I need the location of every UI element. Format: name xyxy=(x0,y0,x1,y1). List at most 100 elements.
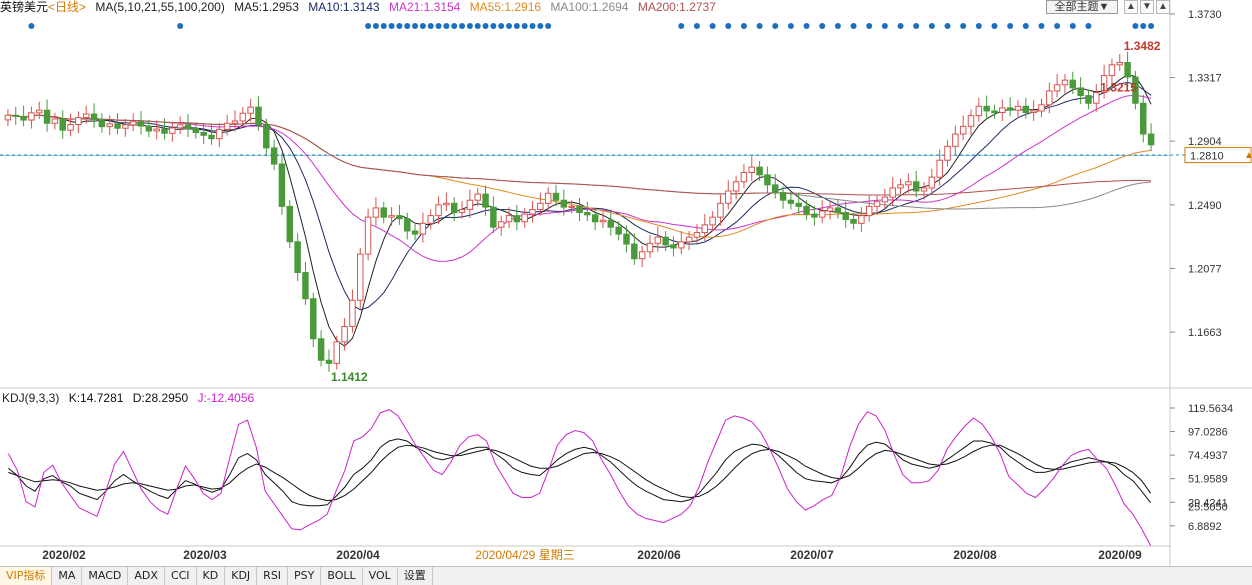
candle-down[interactable] xyxy=(411,230,419,235)
candle-down[interactable] xyxy=(317,338,325,361)
candle-down[interactable] xyxy=(764,174,771,186)
candle-down[interactable] xyxy=(482,193,489,208)
candle-up[interactable] xyxy=(826,207,834,212)
candle-up[interactable] xyxy=(106,123,113,128)
candle-down[interactable] xyxy=(983,105,990,112)
candle-up[interactable] xyxy=(231,120,239,124)
candle-up[interactable] xyxy=(685,236,693,243)
candle-down[interactable] xyxy=(787,199,795,204)
candle-up[interactable] xyxy=(466,199,474,210)
candle-down[interactable] xyxy=(184,124,192,130)
candle-up[interactable] xyxy=(474,193,481,201)
candle-up[interactable] xyxy=(693,232,701,238)
candle-down[interactable] xyxy=(615,226,622,235)
candle-up[interactable] xyxy=(654,236,662,244)
candle-down[interactable] xyxy=(756,166,763,176)
candle-up[interactable] xyxy=(709,216,716,226)
candle-up[interactable] xyxy=(216,128,223,140)
candle-up[interactable] xyxy=(873,201,881,207)
candle-up[interactable] xyxy=(936,159,943,178)
tab-kdj[interactable]: KDJ xyxy=(225,567,258,585)
candle-up[interactable] xyxy=(75,116,82,126)
candle-down[interactable] xyxy=(623,233,630,245)
tab-kd[interactable]: KD xyxy=(197,567,226,585)
candle-down[interactable] xyxy=(795,202,802,207)
candle-down[interactable] xyxy=(404,218,411,232)
candle-up[interactable] xyxy=(443,202,450,206)
candle-down[interactable] xyxy=(834,207,842,214)
candle-down[interactable] xyxy=(114,123,121,129)
candle-down[interactable] xyxy=(607,219,615,228)
candle-up[interactable] xyxy=(372,207,380,218)
scroll-up-icon[interactable]: ▲ xyxy=(1124,0,1138,14)
candle-up[interactable] xyxy=(748,166,755,174)
candle-up[interactable] xyxy=(427,215,434,224)
candle-down[interactable] xyxy=(200,132,207,136)
candle-down[interactable] xyxy=(772,184,779,194)
candle-down[interactable] xyxy=(208,134,215,140)
candle-up[interactable] xyxy=(4,114,12,121)
candle-up[interactable] xyxy=(599,219,607,223)
tab-settings[interactable]: 设置 xyxy=(398,567,433,585)
tab-ma[interactable]: MA xyxy=(52,567,83,585)
candle-up[interactable] xyxy=(740,172,748,183)
candle-up[interactable] xyxy=(732,181,740,192)
candle-down[interactable] xyxy=(20,115,27,121)
candle-up[interactable] xyxy=(889,187,896,198)
candle-down[interactable] xyxy=(1069,79,1077,89)
candle-up[interactable] xyxy=(51,118,59,124)
candle-up[interactable] xyxy=(28,112,35,121)
tab-macd[interactable]: MACD xyxy=(82,567,129,585)
candle-up[interactable] xyxy=(568,205,575,208)
theme-dropdown-button[interactable]: 全部主题▼ xyxy=(1046,0,1118,14)
candle-down[interactable] xyxy=(1140,102,1147,135)
candle-up[interactable] xyxy=(529,208,536,215)
candle-up[interactable] xyxy=(818,210,826,218)
candle-up[interactable] xyxy=(349,299,356,327)
scroll-down-icon[interactable]: ▼ xyxy=(1140,0,1154,14)
candle-down[interactable] xyxy=(490,206,497,228)
candle-up[interactable] xyxy=(952,133,959,147)
candle-down[interactable] xyxy=(560,199,568,208)
candle-down[interactable] xyxy=(1022,105,1030,114)
candle-up[interactable] xyxy=(928,176,936,189)
candle-down[interactable] xyxy=(90,113,98,120)
candle-down[interactable] xyxy=(670,244,677,249)
candle-up[interactable] xyxy=(169,127,176,134)
candle-down[interactable] xyxy=(912,181,920,192)
tab-rsi[interactable]: RSI xyxy=(257,567,289,585)
candle-down[interactable] xyxy=(137,121,145,127)
candle-up[interactable] xyxy=(646,242,654,253)
candle-up[interactable] xyxy=(223,122,231,130)
candle-down[interactable] xyxy=(850,218,857,224)
candle-up[interactable] xyxy=(122,124,129,129)
candle-down[interactable] xyxy=(991,110,998,114)
candle-up[interactable] xyxy=(1100,75,1108,93)
candle-down[interactable] xyxy=(842,212,849,220)
candle-up[interactable] xyxy=(1116,61,1124,66)
candle-up[interactable] xyxy=(905,181,912,186)
tab-adx[interactable]: ADX xyxy=(128,567,165,585)
candle-down[interactable] xyxy=(12,114,19,117)
candle-down[interactable] xyxy=(576,205,583,214)
candle-up[interactable] xyxy=(1108,64,1116,77)
candle-down[interactable] xyxy=(278,163,286,207)
candle-up[interactable] xyxy=(1061,79,1069,86)
tab-cci[interactable]: CCI xyxy=(165,567,197,585)
candle-down[interactable] xyxy=(779,192,787,201)
candle-up[interactable] xyxy=(419,222,427,235)
candle-down[interactable] xyxy=(263,124,270,149)
candle-up[interactable] xyxy=(176,124,184,129)
candle-up[interactable] xyxy=(920,187,928,192)
candle-up[interactable] xyxy=(435,204,442,217)
period-label[interactable]: <日线> xyxy=(48,0,87,14)
candle-up[interactable] xyxy=(865,205,873,217)
candlestick-series[interactable] xyxy=(4,51,1155,372)
candle-down[interactable] xyxy=(396,215,403,220)
tab-vol[interactable]: VOL xyxy=(363,567,398,585)
candle-up[interactable] xyxy=(497,221,505,228)
candle-up[interactable] xyxy=(858,215,865,224)
candle-down[interactable] xyxy=(584,212,591,216)
ma-label[interactable]: MA(5,10,21,55,100,200) xyxy=(95,0,225,14)
candle-up[interactable] xyxy=(1093,91,1100,104)
